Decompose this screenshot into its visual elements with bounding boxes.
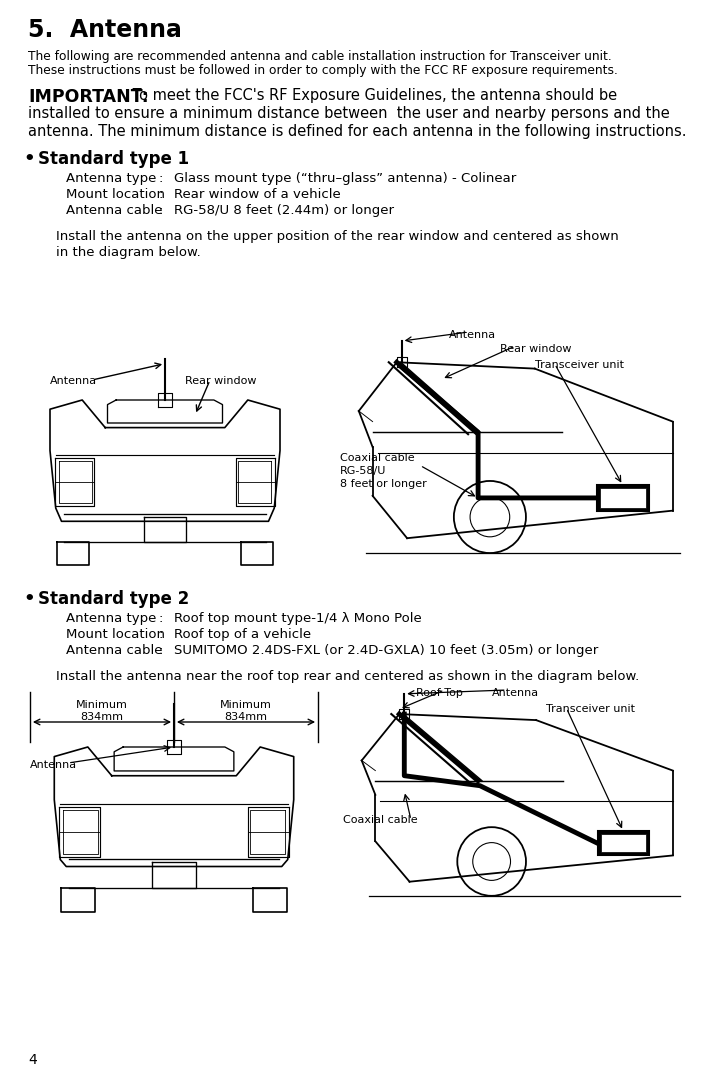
Text: :: : (158, 644, 162, 657)
Text: These instructions must be followed in order to comply with the FCC RF exposure : These instructions must be followed in o… (28, 64, 618, 77)
Text: 8 feet or longer: 8 feet or longer (340, 479, 427, 489)
Text: 834mm: 834mm (224, 712, 268, 722)
Text: RG-58/U 8 feet (2.44m) or longer: RG-58/U 8 feet (2.44m) or longer (174, 204, 394, 217)
Text: :: : (158, 188, 162, 201)
Text: 834mm: 834mm (81, 712, 123, 722)
Text: 4: 4 (28, 1053, 37, 1067)
Text: Rear window of a vehicle: Rear window of a vehicle (174, 188, 341, 201)
Bar (597, 485, 649, 511)
Text: Coaxial cable: Coaxial cable (340, 453, 415, 463)
Text: Rear window: Rear window (501, 344, 572, 354)
Text: Transceiver unit: Transceiver unit (535, 360, 624, 370)
Text: Standard type 2: Standard type 2 (38, 590, 189, 608)
Text: :: : (158, 172, 162, 185)
Text: Minimum: Minimum (76, 700, 128, 710)
Text: Antenna type: Antenna type (66, 172, 156, 185)
Text: Transceiver unit: Transceiver unit (547, 704, 635, 714)
Text: Roof Top: Roof Top (416, 688, 463, 698)
Text: antenna. The minimum distance is defined for each antenna in the following instr: antenna. The minimum distance is defined… (28, 124, 687, 138)
Text: Mount location: Mount location (66, 628, 165, 641)
Text: The following are recommended antenna and cable installation instruction for Tra: The following are recommended antenna an… (28, 50, 612, 63)
Text: Antenna cable: Antenna cable (66, 204, 163, 217)
Text: Roof top mount type-1/4 λ Mono Pole: Roof top mount type-1/4 λ Mono Pole (174, 612, 422, 625)
Text: Install the antenna near the roof top rear and centered as shown in the diagram : Install the antenna near the roof top re… (56, 670, 639, 683)
Text: •: • (23, 590, 35, 608)
Text: Antenna: Antenna (30, 760, 77, 770)
Text: Antenna: Antenna (448, 330, 496, 340)
Text: Antenna type: Antenna type (66, 612, 156, 625)
Text: SUMITOMO 2.4DS-FXL (or 2.4D-GXLA) 10 feet (3.05m) or longer: SUMITOMO 2.4DS-FXL (or 2.4D-GXLA) 10 fee… (174, 644, 598, 657)
Text: Antenna: Antenna (491, 688, 539, 698)
Text: in the diagram below.: in the diagram below. (56, 246, 201, 259)
Text: •: • (23, 150, 35, 168)
Text: installed to ensure a minimum distance between  the user and nearby persons and : installed to ensure a minimum distance b… (28, 106, 670, 121)
Bar (600, 488, 646, 507)
Text: Glass mount type (“thru–glass” antenna) - Colinear: Glass mount type (“thru–glass” antenna) … (174, 172, 516, 185)
Text: IMPORTANT:: IMPORTANT: (28, 88, 149, 106)
Bar (600, 834, 646, 853)
Text: To meet the FCC's RF Exposure Guidelines, the antenna should be: To meet the FCC's RF Exposure Guidelines… (128, 88, 617, 103)
Text: Mount location: Mount location (66, 188, 165, 201)
Text: :: : (158, 628, 162, 641)
Text: :: : (158, 612, 162, 625)
Text: Antenna cable: Antenna cable (66, 644, 163, 657)
Text: Coaxial cable: Coaxial cable (343, 815, 418, 826)
Text: :: : (158, 204, 162, 217)
Text: Roof top of a vehicle: Roof top of a vehicle (174, 628, 311, 641)
Bar (598, 831, 649, 856)
Text: 5.  Antenna: 5. Antenna (28, 18, 182, 42)
Text: Minimum: Minimum (220, 700, 272, 710)
Text: Standard type 1: Standard type 1 (38, 150, 189, 168)
Text: RG-58/U: RG-58/U (340, 466, 387, 476)
Text: Rear window: Rear window (185, 377, 256, 386)
Text: Install the antenna on the upper position of the rear window and centered as sho: Install the antenna on the upper positio… (56, 230, 619, 243)
Text: Antenna: Antenna (50, 377, 97, 386)
